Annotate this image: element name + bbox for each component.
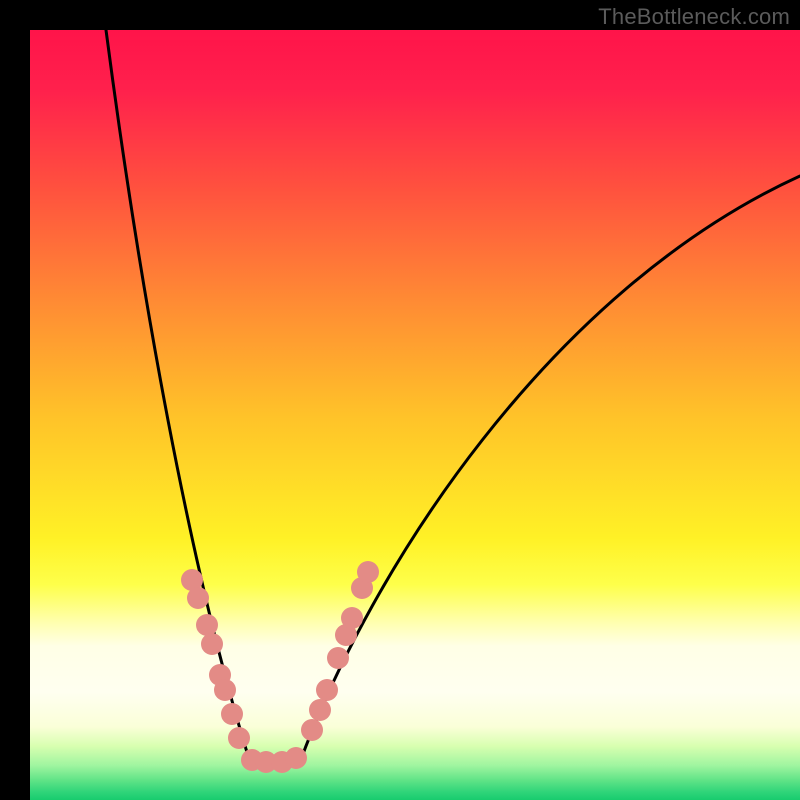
data-marker (228, 727, 250, 749)
data-marker (214, 679, 236, 701)
data-marker (196, 614, 218, 636)
data-marker (357, 561, 379, 583)
plot-background (30, 30, 800, 800)
watermark-text: TheBottleneck.com (598, 4, 790, 30)
data-marker (221, 703, 243, 725)
data-marker (187, 587, 209, 609)
data-marker (309, 699, 331, 721)
bottleneck-plot (30, 30, 800, 800)
data-marker (201, 633, 223, 655)
data-marker (301, 719, 323, 741)
data-marker (341, 607, 363, 629)
data-marker (327, 647, 349, 669)
data-marker (316, 679, 338, 701)
data-marker (285, 747, 307, 769)
